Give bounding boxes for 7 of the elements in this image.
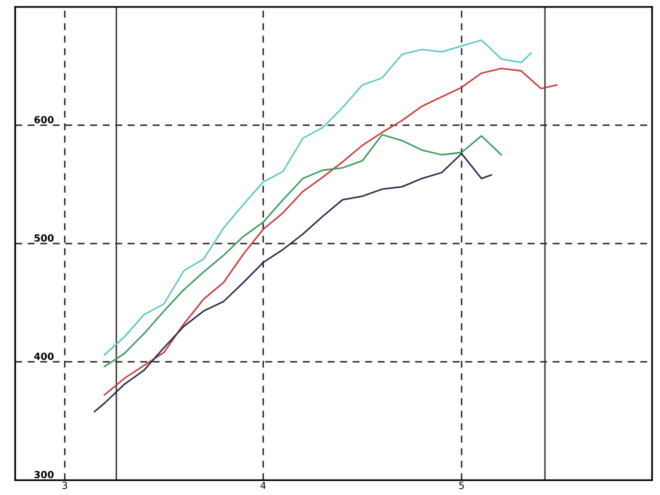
x-tick-label: 3 <box>62 482 68 490</box>
y-tick-label: 400 <box>34 352 54 360</box>
y-tick-label: 600 <box>34 116 54 124</box>
y-tick-label: 300 <box>34 470 54 478</box>
x-tick-label: 4 <box>260 482 266 489</box>
x-tick-label: 5 <box>459 482 464 490</box>
y-tick-label: 500 <box>34 234 54 242</box>
